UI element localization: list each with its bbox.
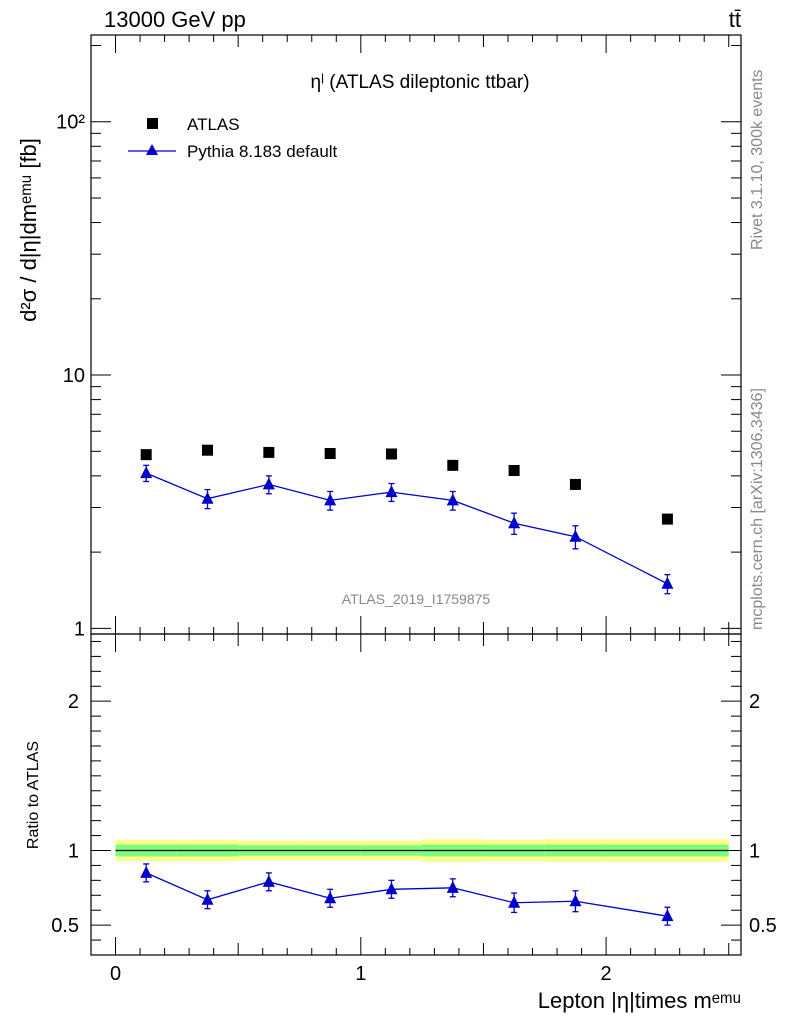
xlabel: Lepton |η|times mᵉᵐᵘ [538,988,741,1013]
atlas-data-point [263,446,275,458]
legend-atlas-marker [147,118,158,129]
ratio-point [385,882,398,895]
atlas-data-point [385,448,397,460]
mc-series [140,464,674,595]
source-label: mcplots.cern.ch [arXiv:1306.3436] [749,388,766,630]
main-y-tick-label: 10 [63,365,85,387]
ratio-point [262,874,275,887]
process-label: tt̄ [729,7,741,32]
mc-point [446,493,459,506]
ratio-y-tick-label: 1 [68,840,79,862]
tick-labels: 1 10 10² 0.5 0.5 1 1 2 2 0 1 2 [51,112,777,985]
ratio-y-tick-label: 0.5 [51,915,79,937]
ratio-point [446,880,459,893]
main-ylabel: d²σ / d|η|dmᵉᵐᵘ [fb] [16,138,41,322]
analysis-watermark: ATLAS_2019_I1759875 [342,591,491,607]
data-series [140,444,673,525]
ratio-panel-frame [90,633,742,956]
legend-mc-label: Pythia 8.183 default [187,142,338,161]
ratio-y-tick-label: 2 [68,691,79,713]
ratio-y-tick-label-right: 0.5 [749,915,777,937]
mc-series-line [145,472,668,585]
atlas-data-point [447,459,459,471]
energy-label: 13000 GeV pp [104,7,246,32]
ratio-point [201,892,214,905]
ratio-y-tick-label-right: 2 [749,691,760,713]
ratio-point [661,909,674,922]
ratio-series [140,863,674,926]
ratio-uncertainty-band [115,839,729,862]
ratio-series-line [145,872,668,917]
ratio-ylabel: Ratio to ATLAS [25,741,42,849]
main-y-tick-label: 1 [74,618,85,640]
legend-atlas-label: ATLAS [187,115,240,134]
mc-point [201,491,214,504]
mc-point [569,529,582,542]
atlas-data-point [202,444,214,456]
ratio-point [324,891,337,904]
main-y-tick-label: 10² [56,112,85,134]
mc-point [661,576,674,589]
x-tick-label: 2 [601,963,612,985]
axis-ticks [90,35,741,956]
rivet-version-label: Rivet 3.1.10, 300k events [749,69,766,250]
ratio-y-tick-label-right: 1 [749,840,760,862]
mc-point [262,477,275,490]
atlas-data-point [569,478,581,490]
atlas-data-point [140,449,152,461]
atlas-data-point [508,464,520,476]
atlas-data-point [661,513,673,525]
plot-title: ηˡ (ATLAS dileptonic ttbar) [310,72,529,93]
mc-point [385,485,398,498]
atlas-data-point [324,448,336,460]
mc-point [508,516,521,529]
x-tick-label: 0 [110,963,121,985]
mc-point [324,493,337,506]
legend-mc-marker [146,144,158,155]
ratio-point [508,895,521,908]
mc-point [140,466,153,479]
ratio-point [140,865,153,878]
ratio-point [569,894,582,907]
x-tick-label: 1 [355,963,366,985]
legend: ATLAS Pythia 8.183 default [128,115,338,161]
